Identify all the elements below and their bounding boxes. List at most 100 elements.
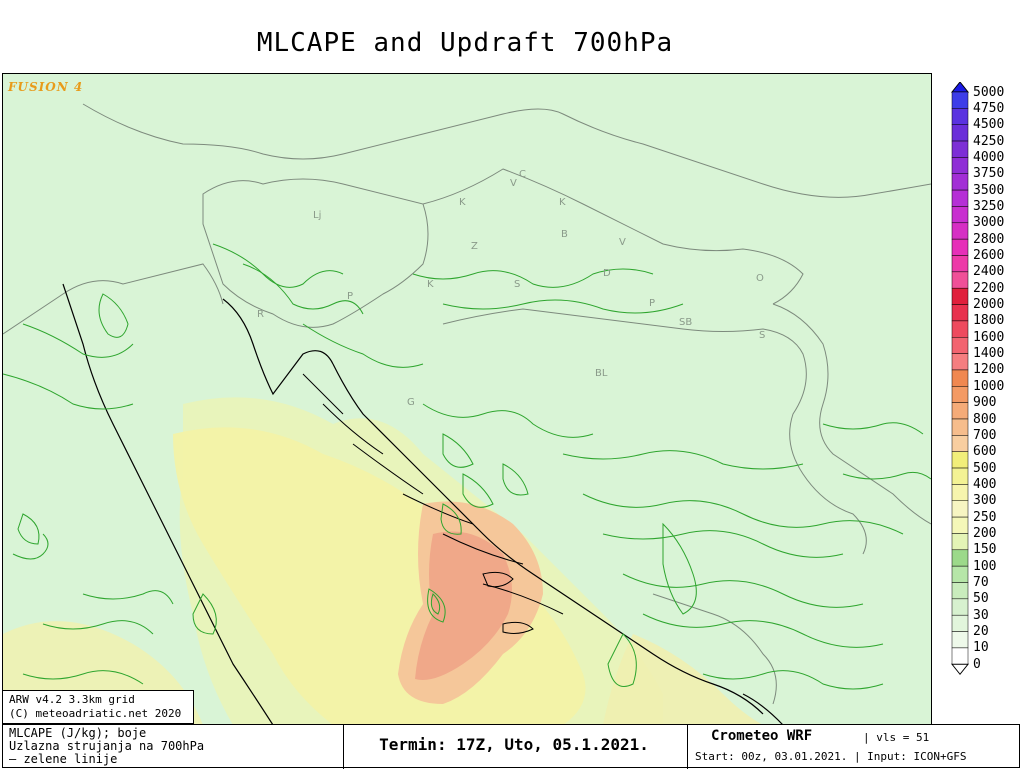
colorbar-swatch bbox=[951, 533, 969, 551]
map-label: Lj bbox=[313, 210, 321, 221]
colorbar-swatch bbox=[951, 484, 969, 501]
colorbar-swatch bbox=[951, 189, 969, 207]
model-credit: ARW v4.2 3.3km grid (C) meteoadriatic.ne… bbox=[2, 690, 194, 724]
colorbar-tick-label: 800 bbox=[973, 411, 997, 427]
colorbar-swatch bbox=[951, 287, 969, 305]
colorbar-tick-label: 10 bbox=[973, 640, 989, 656]
colorbar-swatch bbox=[951, 549, 969, 567]
islands-1 bbox=[302, 373, 564, 615]
colorbar-swatch bbox=[951, 222, 969, 240]
colorbar-tick-label: 1400 bbox=[973, 346, 1005, 362]
region-labels: Lj K K V C Z B V K S D P O SB BL R P G S bbox=[257, 169, 765, 408]
colorbar-swatch bbox=[951, 402, 969, 420]
colorbar-tick-label: 20 bbox=[973, 624, 989, 640]
colorbar bbox=[950, 82, 970, 676]
colorbar-tick-label: 3750 bbox=[973, 166, 1005, 182]
colorbar-swatch bbox=[951, 255, 969, 273]
coastline-albania bbox=[742, 693, 784, 725]
colorbar-swatch bbox=[951, 614, 969, 632]
vertical-levels: | vls = 51 bbox=[863, 731, 930, 744]
footer-legend: MLCAPE (J/kg); boje Uzlazna strujanja na… bbox=[9, 727, 204, 766]
colorbar-tick-label: 1600 bbox=[973, 329, 1005, 345]
colorbar-swatch bbox=[951, 386, 969, 403]
colorbar-swatch bbox=[951, 435, 969, 452]
colorbar-arrow-bottom bbox=[950, 663, 970, 676]
colorbar-swatch bbox=[951, 140, 969, 158]
map-label: K bbox=[459, 197, 466, 208]
border-montenegro bbox=[652, 593, 777, 705]
island-south bbox=[482, 571, 534, 634]
colorbar-swatch bbox=[951, 124, 969, 142]
colorbar-swatch bbox=[951, 631, 969, 649]
colorbar-tick-label: 50 bbox=[973, 591, 989, 607]
legend-line-2: Uzlazna strujanja na 700hPa bbox=[9, 739, 205, 753]
footer-divider bbox=[687, 725, 688, 769]
colorbar-tick-label: 30 bbox=[973, 607, 989, 623]
colorbar-swatch bbox=[951, 206, 969, 224]
colorbar-tick-label: 250 bbox=[973, 509, 997, 525]
chart-title: MLCAPE and Updraft 700hPa bbox=[256, 28, 674, 58]
colorbar-tick-label: 4750 bbox=[973, 100, 1005, 116]
map-label: P bbox=[347, 291, 353, 302]
colorbar-arrow-top bbox=[950, 82, 970, 93]
colorbar-swatch bbox=[951, 337, 969, 354]
colorbar-swatch bbox=[951, 369, 969, 387]
map-label: K bbox=[427, 279, 434, 290]
map-label: SB bbox=[679, 317, 692, 328]
border-serbia bbox=[772, 303, 931, 525]
map-label: S bbox=[514, 279, 520, 290]
colorbar-tick-label: 2400 bbox=[973, 264, 1005, 280]
colorbar-tick-label: 4500 bbox=[973, 117, 1005, 133]
colorbar-tick-label: 500 bbox=[973, 460, 997, 476]
map-label: R bbox=[257, 309, 264, 320]
colorbar-tick-label: 4000 bbox=[973, 149, 1005, 165]
colorbar-swatch bbox=[951, 238, 969, 256]
colorbar-tick-label: 1000 bbox=[973, 378, 1005, 394]
colorbar-tick-label: 200 bbox=[973, 525, 997, 541]
map-label: P bbox=[649, 298, 655, 309]
coastline-dalmatia bbox=[332, 363, 764, 715]
colorbar-tick-label: 400 bbox=[973, 476, 997, 492]
colorbar-tick-label: 700 bbox=[973, 427, 997, 443]
colorbar-tick-label: 600 bbox=[973, 444, 997, 460]
colorbar-swatch bbox=[951, 565, 969, 583]
border-slovenia bbox=[202, 178, 429, 328]
map-label: BL bbox=[595, 368, 608, 379]
model-run-info: Start: 00z, 03.01.2021. | Input: ICON+GF… bbox=[695, 750, 967, 763]
colorbar-swatch bbox=[951, 271, 969, 289]
colorbar-tick-label: 150 bbox=[973, 542, 997, 558]
colorbar-swatch bbox=[951, 598, 969, 616]
colorbar-tick-label: 900 bbox=[973, 395, 997, 411]
colorbar-tick-label: 70 bbox=[973, 575, 989, 590]
colorbar-tick-label: 2000 bbox=[973, 297, 1005, 313]
colorbar-tick-label: 100 bbox=[973, 558, 997, 574]
footer-bar: MLCAPE (J/kg); boje Uzlazna strujanja na… bbox=[2, 724, 1020, 769]
colorbar-tick-label: 1800 bbox=[973, 313, 1005, 329]
model-name: Crometeo WRF bbox=[711, 728, 813, 744]
colorbar-swatch bbox=[951, 320, 969, 338]
colorbar-tick-label: 4250 bbox=[973, 133, 1005, 149]
border-croatia-north bbox=[422, 168, 804, 305]
colorbar-tick-label: 2800 bbox=[973, 231, 1005, 247]
cape-region-salmon bbox=[415, 531, 512, 680]
colorbar-swatch bbox=[951, 173, 969, 191]
border-north bbox=[82, 103, 931, 198]
colorbar-tick-label: 300 bbox=[973, 493, 997, 509]
colorbar-swatch bbox=[951, 304, 969, 322]
map-label: V bbox=[619, 237, 626, 248]
coastline-italy bbox=[62, 283, 274, 725]
footer-divider bbox=[343, 725, 344, 769]
map-label: G bbox=[407, 397, 415, 408]
map-label: O bbox=[756, 273, 764, 284]
colorbar-swatch bbox=[951, 500, 969, 518]
legend-line-1: MLCAPE (J/kg); boje bbox=[9, 726, 147, 740]
colorbar-tick-label: 0 bbox=[973, 656, 981, 672]
map-canvas: Lj K K V C Z B V K S D P O SB BL R P G S bbox=[3, 74, 931, 725]
colorbar-tick-label: 1200 bbox=[973, 362, 1005, 378]
colorbar-tick-label: 3250 bbox=[973, 198, 1005, 214]
border-bosnia bbox=[442, 308, 867, 555]
updraft-contours bbox=[3, 243, 931, 690]
colorbar-swatch bbox=[951, 582, 969, 600]
legend-line-3: — zelene linije bbox=[9, 752, 118, 766]
forecast-time: Termin: 17Z, Uto, 05.1.2021. bbox=[379, 735, 649, 754]
